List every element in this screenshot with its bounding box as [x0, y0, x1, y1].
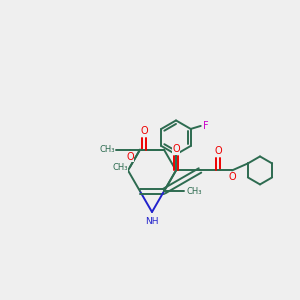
Text: F: F [203, 121, 208, 131]
Text: O: O [140, 126, 148, 136]
Text: CH₃: CH₃ [187, 187, 202, 196]
Text: O: O [172, 144, 180, 154]
Text: CH₃: CH₃ [112, 163, 128, 172]
Text: O: O [214, 146, 222, 156]
Text: O: O [228, 172, 236, 182]
Text: O: O [126, 152, 134, 162]
Text: NH: NH [145, 218, 159, 226]
Text: CH₃: CH₃ [99, 145, 115, 154]
